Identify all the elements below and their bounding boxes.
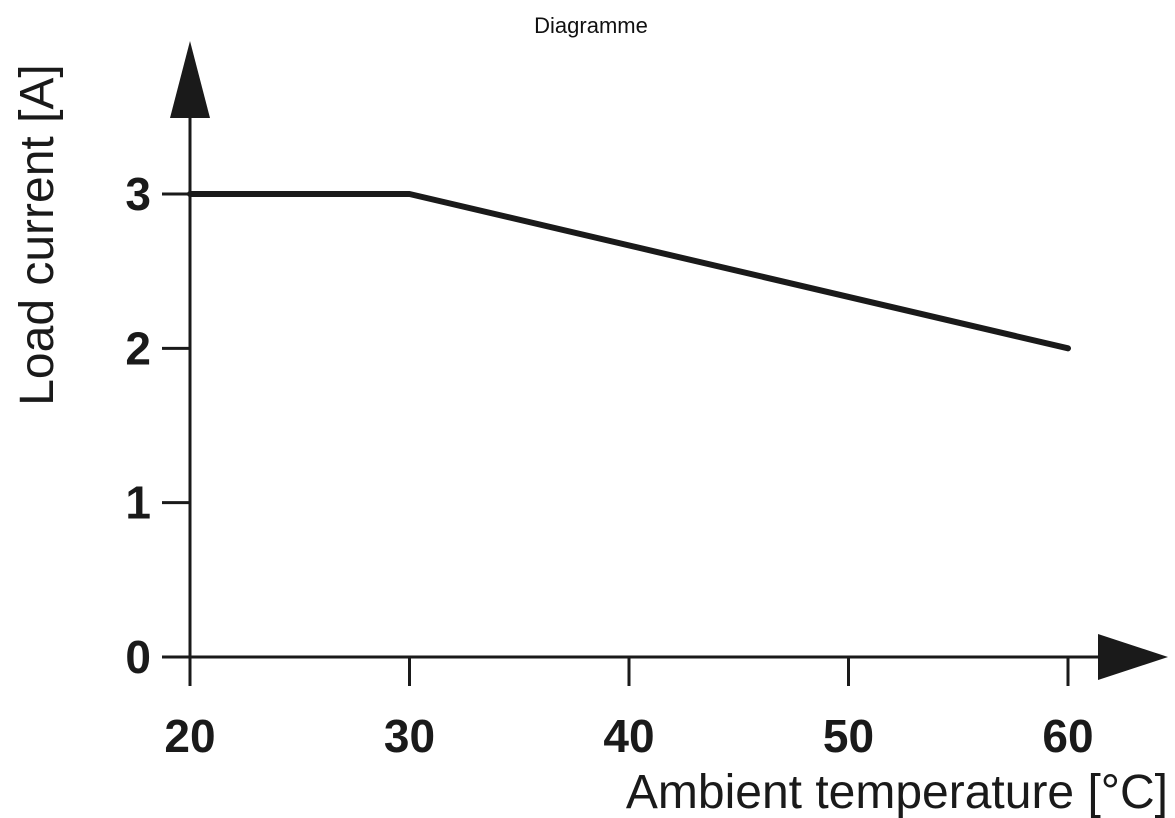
x-tick-label: 20 [164,710,215,762]
y-tick-label: 0 [125,631,151,683]
y-axis-arrow [170,41,210,118]
x-axis-title: Ambient temperature [°C] [626,766,1168,818]
x-tick-label: 30 [384,710,435,762]
y-axis-title: Load current [A] [11,64,64,406]
x-tick-label: 60 [1042,710,1093,762]
series-line [187,191,1071,352]
axes [162,41,1168,686]
y-ticks: 0 1 2 3 [125,168,190,683]
chart-title: Diagramme [534,13,648,38]
x-tick-label: 50 [823,710,874,762]
x-axis-arrow [1098,634,1168,680]
y-tick-label: 3 [125,168,151,220]
x-ticks: 20 30 40 50 60 [164,657,1094,762]
y-tick-label: 2 [125,322,151,374]
x-tick-label: 40 [603,710,654,762]
series-layer [187,191,1071,352]
y-tick-label: 1 [125,477,151,529]
